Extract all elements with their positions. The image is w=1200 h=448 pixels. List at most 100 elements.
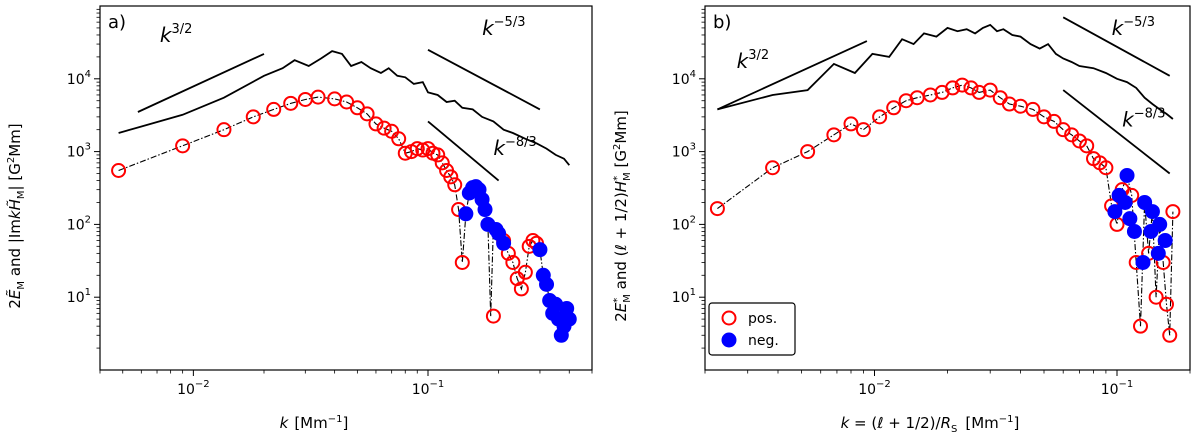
neg-point [1150,245,1166,261]
slope-annotation: k−8/3 [493,135,536,160]
x-tick-label: 10−2 [177,379,210,398]
pos-point [982,82,998,98]
pos-point [111,163,127,179]
neg-point [539,276,555,292]
y-tick-label: 102 [67,214,91,233]
series-line-a [137,53,265,113]
pos-point [1001,96,1017,112]
neg-point [1152,216,1168,232]
pos-point [765,160,781,176]
pos-point [513,281,529,297]
pos-point [800,144,816,160]
pos-point [1148,289,1164,305]
pos-point [454,254,470,270]
neg-point [1107,204,1123,220]
panel-b-label: b) [713,12,731,33]
pos-point [517,264,533,280]
y-tick-label: 101 [67,287,91,306]
axes-frame-b [704,5,1191,371]
series-dashdot-a [118,96,570,336]
pos-point [505,254,521,270]
series-line-b [1062,89,1171,175]
pos-point [843,116,859,132]
legend-pos-label: pos. [748,311,777,327]
pos-point [1055,122,1071,138]
legend-neg-label: neg. [748,333,779,349]
pos-point [872,109,888,125]
pos-point [1109,216,1125,232]
x-tick-label: 10−1 [1101,379,1134,398]
neg-point [1157,233,1173,249]
pos-point [855,122,871,138]
pos-point [1158,296,1174,312]
pos-point [430,147,446,163]
series-line-a [427,120,500,182]
neg-point [1119,167,1135,183]
pos-point [376,120,392,136]
neg-point [1144,204,1160,220]
pos-point [1098,160,1114,176]
slope-annotation: k−8/3 [1122,107,1165,132]
legend-pos-marker [721,310,737,326]
legend: pos. neg. [708,302,796,356]
pos-point [327,91,343,107]
y-tick-label: 104 [672,69,696,88]
pos-point [283,95,299,111]
y-tick-label: 103 [67,142,91,161]
y-tick-label: 104 [67,69,91,88]
neg-point [1126,223,1142,239]
pos-point [485,308,501,324]
y-tick-label: 102 [672,214,696,233]
legend-neg-marker [721,332,737,348]
pos-point [945,80,961,96]
neg-point [1117,194,1133,210]
y-tick-label: 101 [672,287,696,306]
panel-b-ylabel: 2E*M and (ℓ + 1/2)H*M [G2Mm] [612,110,633,322]
panel-b-xlabel: k = (ℓ + 1/2)/RS [Mm−1] [841,414,1020,435]
pos-point [709,201,725,217]
neg-point [532,242,548,258]
x-tick-label: 10−2 [858,379,891,398]
series-line-b [717,23,1174,120]
pos-point [898,93,914,109]
pos-point [216,122,232,138]
pos-point [1133,318,1149,334]
pos-point [826,127,842,143]
x-tick-label: 10−1 [412,379,445,398]
neg-point [458,206,474,222]
panel-a: a) k [Mm−1] 2ẼM and |ImkH̃M| [G2Mm] 10−2 1… [5,5,593,432]
series-line-a [118,50,570,166]
plot-area-b [709,16,1181,343]
panel-a-xlabel: k [Mm−1] [280,414,349,432]
pos-point [368,116,384,132]
slope-annotation: k−5/3 [1112,15,1155,40]
pos-point [447,177,463,193]
pos-point [434,155,450,171]
slope-annotation: k3/2 [160,22,193,47]
panel-a-label: a) [108,12,126,33]
pos-point [971,84,987,100]
neg-point [496,235,512,251]
series-line-b [717,40,868,111]
pos-point [266,101,282,117]
pos-point [1079,138,1095,154]
axes-frame-a [99,5,593,371]
neg-point [1122,211,1138,227]
slope-annotation: k3/2 [737,48,770,73]
pos-point [310,89,326,105]
pos-point [391,131,407,147]
pos-point [245,109,261,125]
pos-point [175,138,191,154]
pos-point [954,77,970,93]
panel-a-ylabel: 2ẼM and |ImkH̃M| [G2Mm] [5,123,27,308]
series-line-b [1062,16,1171,77]
plot-area-a [111,49,577,343]
pos-point [443,169,459,185]
slope-annotation: k−5/3 [482,15,525,40]
neg-point [477,202,493,218]
panel-b: b) k = (ℓ + 1/2)/RS [Mm−1] 2E*M and (ℓ + … [612,5,1191,435]
neg-point [1135,254,1151,270]
pos-point [1165,204,1181,220]
pos-point [963,80,979,96]
